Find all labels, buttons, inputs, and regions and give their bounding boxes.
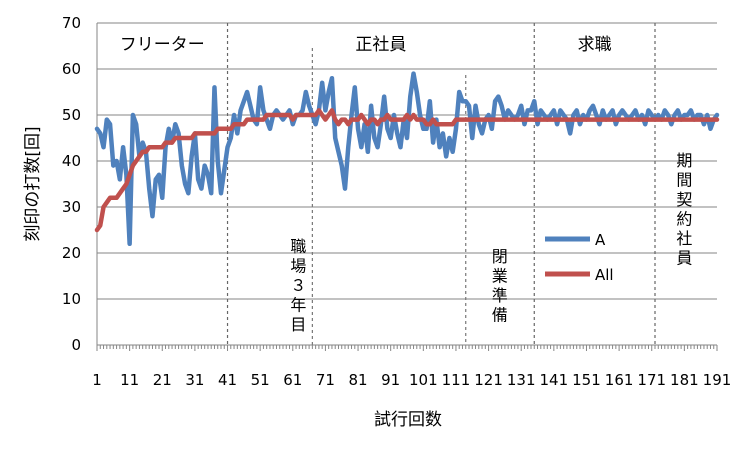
series-line-all	[94, 108, 720, 233]
x-axis-title: 試行回数	[374, 410, 442, 430]
x-tick-label-21: 21	[153, 371, 172, 389]
y-axis-title: 刻印の打数[回]	[23, 126, 43, 241]
x-tick-label-1: 1	[92, 371, 102, 389]
x-tick-label-11: 11	[120, 371, 139, 389]
x-tick-label-161: 161	[605, 371, 634, 389]
x-tick-label-181: 181	[670, 371, 699, 389]
x-tick-label-151: 151	[572, 371, 601, 389]
region-label-2: 求職	[578, 35, 612, 55]
y-tick-label-40: 40	[62, 152, 81, 170]
annotation-text-0: 職場３年目	[290, 237, 306, 334]
y-tick-label-50: 50	[62, 106, 81, 124]
x-tick-label-51: 51	[251, 371, 270, 389]
x-tick-labels: 1 11 21 31 41 51 61 71 81 91 101 111 121 131 141 151 161…	[92, 345, 731, 389]
x-tick-label-91: 91	[381, 371, 400, 389]
y-tick-label-60: 60	[62, 60, 81, 78]
annotation-text-2: 期間契約社員	[676, 151, 692, 268]
legend-label-all: All	[595, 266, 614, 284]
y-tick-labels: 0 10 20 30 40 50 60 70	[62, 14, 81, 354]
legend: A All	[545, 231, 614, 284]
y-tick-label-10: 10	[62, 290, 81, 308]
y-tick-label-20: 20	[62, 244, 81, 262]
annotation-text-1: 閉業準備	[492, 247, 508, 325]
region-label-0: フリーター	[120, 35, 205, 55]
y-tick-label-70: 70	[62, 14, 81, 32]
x-tick-label-31: 31	[185, 371, 204, 389]
gridlines	[97, 22, 717, 300]
y-tick-label-30: 30	[62, 198, 81, 216]
x-tick-label-131: 131	[507, 371, 536, 389]
x-tick-label-101: 101	[409, 371, 438, 389]
x-tick-label-71: 71	[316, 371, 335, 389]
y-tick-label-0: 0	[71, 336, 81, 354]
series-lines	[94, 71, 720, 247]
x-tick-label-111: 111	[442, 371, 471, 389]
legend-label-a: A	[595, 231, 606, 249]
region-label-1: 正社員	[355, 35, 406, 55]
region-labels: フリーター 正社員 求職	[120, 35, 612, 55]
x-tick-label-121: 121	[474, 371, 503, 389]
x-tick-label-81: 81	[349, 371, 368, 389]
x-tick-label-41: 41	[218, 371, 237, 389]
x-tick-label-191: 191	[703, 371, 732, 389]
annotations: 職場３年目 閉業準備 期間契約社員	[290, 151, 692, 334]
x-tick-label-61: 61	[283, 371, 302, 389]
x-tick-label-141: 141	[540, 371, 569, 389]
series-line-a	[94, 71, 720, 247]
x-tick-label-171: 171	[637, 371, 666, 389]
